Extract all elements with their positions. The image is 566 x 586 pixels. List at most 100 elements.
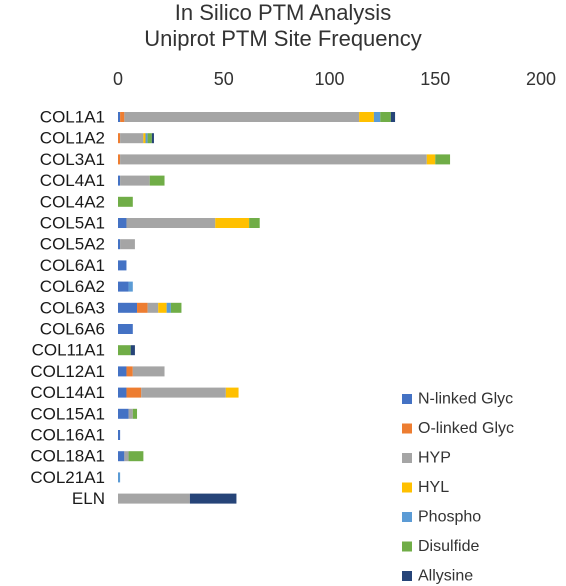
legend-label: Allysine: [418, 568, 473, 585]
category-label: ELN: [72, 489, 105, 508]
category-label: COL12A1: [30, 362, 105, 381]
category-label: COL18A1: [30, 447, 105, 466]
category-label: COL14A1: [30, 383, 105, 402]
legend-label: HYP: [418, 450, 451, 467]
bar-segment: [158, 302, 167, 313]
bar-segment: [137, 302, 148, 313]
bar-segment: [390, 112, 396, 122]
bar-segment: [128, 408, 133, 419]
chart-subtitle: Uniprot PTM Site Frequency: [144, 26, 422, 51]
category-label: COL6A2: [40, 277, 105, 296]
bar-segment: [147, 133, 152, 144]
bar-segment: [249, 218, 260, 228]
legend-swatch: [402, 482, 412, 493]
x-axis: 0 50 100 150 200: [113, 69, 556, 89]
bar-segment: [118, 175, 121, 186]
bar-segment: [120, 239, 135, 250]
bar-segment: [426, 154, 436, 165]
category-label: COL11A1: [32, 341, 105, 360]
y-axis: COL1A1 COL1A2 COL3A1 COL4A1 COL4A2 COL5A1 COL5…: [30, 108, 105, 509]
bar-segment: [151, 133, 154, 144]
bar-segment: [118, 260, 127, 271]
bar-segment: [118, 218, 127, 228]
bar-segment: [128, 281, 133, 292]
chart-title-block: In Silico PTM Analysis Uniprot PTM Site …: [0, 0, 566, 52]
bar-segment: [118, 345, 131, 356]
legend: N-linked Glyc O-linked Glyc HYP HYL Phospho D…: [402, 391, 514, 585]
bar-segment: [215, 218, 250, 228]
bar-segment: [120, 112, 125, 122]
bar-segment: [118, 281, 129, 292]
bar-segment: [435, 154, 451, 165]
category-label: COL15A1: [30, 404, 105, 423]
legend-label: N-linked Glyc: [418, 391, 513, 408]
bar-segment: [120, 154, 427, 165]
bar-segment: [380, 112, 391, 122]
bar-segment: [147, 302, 159, 313]
bar-segment: [141, 387, 226, 398]
bar-segment: [118, 408, 129, 419]
bar-segment: [149, 175, 165, 186]
bar-segment: [128, 451, 144, 462]
bar-segment: [145, 133, 148, 144]
category-label: COL6A6: [40, 320, 105, 339]
category-label: COL6A3: [40, 298, 105, 317]
x-tick-label: 50: [214, 69, 234, 89]
legend-swatch: [402, 512, 412, 522]
chart-title: In Silico PTM Analysis: [174, 0, 392, 25]
bar-segment: [225, 387, 239, 398]
category-label: COL1A2: [40, 129, 105, 148]
x-tick-label: 150: [420, 69, 450, 89]
bar-segment: [118, 472, 121, 483]
bar-segment: [126, 366, 133, 377]
bar-segment: [359, 112, 374, 122]
bars: [118, 112, 451, 504]
bar-segment: [120, 133, 144, 144]
bar-segment: [118, 430, 121, 440]
legend-label: Disulfide: [418, 538, 479, 555]
legend-swatch: [402, 394, 412, 404]
legend-label: O-linked Glyc: [418, 420, 514, 437]
bar-segment: [118, 133, 121, 144]
legend-label: Phospho: [418, 509, 481, 526]
bar-segment: [143, 133, 146, 144]
bar-segment: [118, 451, 125, 462]
category-label: COL1A1: [40, 108, 105, 127]
x-tick-label: 100: [314, 69, 344, 89]
bar-segment: [118, 324, 133, 334]
category-label: COL4A2: [40, 192, 105, 211]
bar-segment: [189, 493, 237, 504]
bar-segment: [126, 218, 216, 228]
bar-segment: [120, 175, 150, 186]
bar-segment: [130, 345, 135, 356]
bar-segment: [118, 239, 121, 250]
x-tick-label: 0: [113, 69, 123, 89]
bar-segment: [170, 302, 182, 313]
legend-swatch: [402, 453, 412, 463]
bar-segment: [124, 112, 360, 122]
bar-segment: [373, 112, 381, 122]
legend-swatch: [402, 423, 412, 434]
category-label: COL6A1: [40, 256, 105, 275]
category-label: COL16A1: [30, 426, 105, 445]
bar-segment: [118, 154, 121, 165]
bar-segment: [118, 302, 138, 313]
category-label: COL5A1: [40, 214, 105, 233]
bar-segment: [118, 112, 121, 122]
bar-segment: [118, 366, 127, 377]
legend-swatch: [402, 541, 412, 552]
bar-segment: [166, 302, 171, 313]
bar-segment: [118, 196, 133, 207]
category-label: COL4A1: [40, 171, 105, 190]
category-label: COL3A1: [40, 150, 105, 169]
category-label: COL21A1: [30, 468, 105, 487]
bar-segment: [124, 451, 129, 462]
bar-segment: [118, 387, 127, 398]
bar-segment: [132, 366, 165, 377]
bar-segment: [132, 408, 138, 419]
category-label: COL5A2: [40, 235, 105, 254]
legend-swatch: [402, 571, 412, 581]
bar-segment: [126, 387, 142, 398]
bar-segment: [118, 493, 190, 504]
